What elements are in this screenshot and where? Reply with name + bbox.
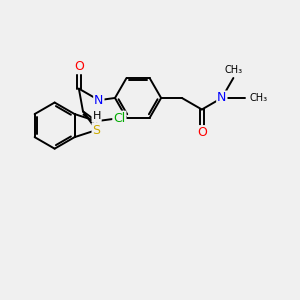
Text: H: H	[92, 111, 101, 121]
Text: N: N	[217, 92, 226, 104]
Text: S: S	[92, 124, 101, 136]
Text: N: N	[94, 94, 104, 107]
Text: O: O	[197, 126, 207, 139]
Text: O: O	[74, 60, 84, 73]
Text: CH₃: CH₃	[249, 93, 268, 103]
Text: CH₃: CH₃	[224, 65, 242, 75]
Text: Cl: Cl	[113, 112, 125, 124]
